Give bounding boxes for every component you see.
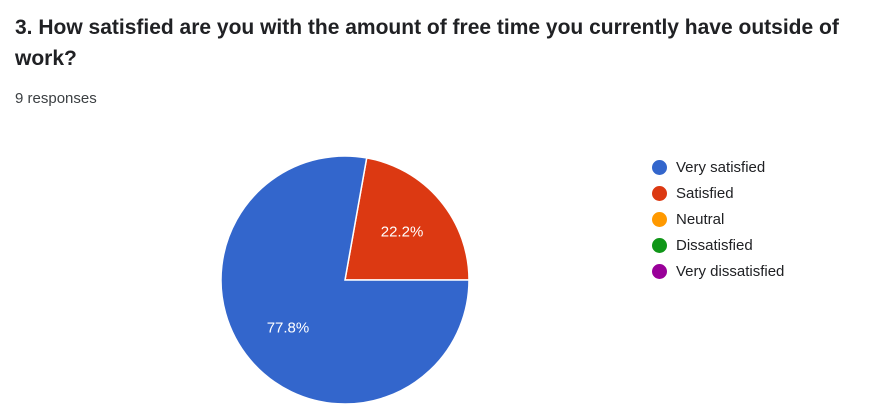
legend-swatch [652,237,667,253]
legend-label: Very dissatisfied [676,262,785,280]
question-title: 3. How satisfied are you with the amount… [15,16,839,70]
legend-swatch [652,263,667,279]
legend-item-dissatisfied[interactable]: Dissatisfied [652,232,784,258]
legend-item-satisfied[interactable]: Satisfied [652,180,784,206]
legend-swatch [652,185,667,201]
legend-item-very-satisfied[interactable]: Very satisfied [652,154,784,180]
slice-label-very-satisfied: 77.8% [267,319,310,336]
legend-item-very-dissatisfied[interactable]: Very dissatisfied [652,258,784,284]
pie-slice-satisfied[interactable] [344,157,470,281]
legend-label: Neutral [676,210,725,228]
legend-label: Satisfied [676,184,734,202]
response-count: 9 responses [15,90,97,107]
pie-slice-very-satisfied[interactable] [220,155,470,405]
legend-label: Very satisfied [676,158,766,176]
legend-swatch [652,211,667,227]
legend-swatch [652,159,667,175]
chart-legend: Very satisfied Satisfied Neutral Dissatisfi… [652,154,784,284]
slice-label-satisfied: 22.2% [381,224,424,241]
legend-label: Dissatisfied [676,236,753,254]
legend-item-neutral[interactable]: Neutral [652,206,784,232]
